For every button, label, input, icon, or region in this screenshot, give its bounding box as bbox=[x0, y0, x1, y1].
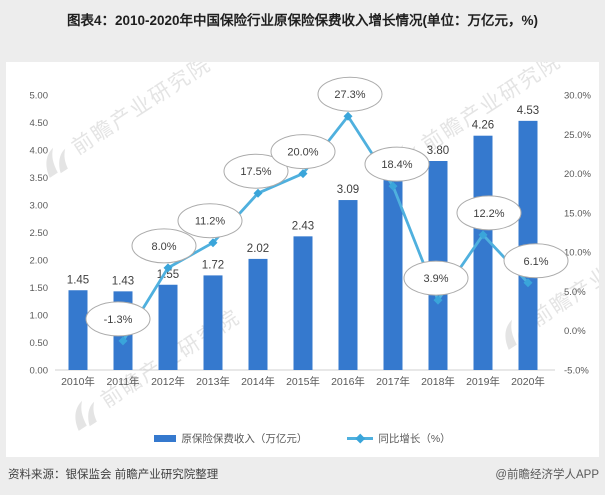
bar-column bbox=[293, 236, 313, 370]
bar-value-label: 1.72 bbox=[202, 259, 224, 271]
x-axis-label: 2020年 bbox=[511, 375, 545, 388]
line-marker-icon bbox=[433, 295, 443, 305]
callout-label: 12.2% bbox=[473, 208, 504, 220]
right-axis-tick: 30.0% bbox=[564, 91, 591, 102]
x-axis-label: 2011年 bbox=[106, 375, 139, 388]
legend-line-swatch-icon bbox=[347, 433, 374, 443]
callout-ellipse bbox=[364, 146, 430, 182]
right-axis-tick: 0.0% bbox=[564, 326, 586, 337]
line-marker-icon bbox=[208, 238, 218, 248]
bar-value-label: 3.80 bbox=[427, 145, 449, 157]
callout-label: 27.3% bbox=[334, 89, 365, 101]
line-marker-icon bbox=[253, 188, 263, 198]
bar-value-label: 2.43 bbox=[292, 220, 314, 232]
legend-label: 同比增长（%） bbox=[378, 433, 451, 445]
chart-panel: 前瞻产业研究院 前瞻产业研究院 前瞻产业研究院 前瞻产业研究院 0.000.50… bbox=[6, 62, 599, 457]
bar-column bbox=[158, 284, 178, 370]
bar-column bbox=[203, 275, 223, 370]
right-axis-tick: 15.0% bbox=[564, 208, 591, 219]
footer-bar: 资料来源：银保监会 前瞻产业研究院整理 @前瞻经济学人APP bbox=[0, 457, 605, 495]
callout-ellipse bbox=[131, 228, 197, 264]
x-axis-label: 2017年 bbox=[376, 375, 410, 388]
bar-value-label: 1.45 bbox=[67, 274, 89, 286]
right-axis-tick: 5.0% bbox=[564, 287, 586, 298]
line-marker-icon bbox=[118, 336, 128, 346]
x-axis-label: 2016年 bbox=[331, 375, 365, 388]
callout-label: 11.2% bbox=[195, 216, 226, 228]
bar-value-label: 4.53 bbox=[517, 105, 539, 117]
legend-label: 原保险保费收入（万亿元） bbox=[181, 433, 308, 445]
left-axis-tick: 5.00 bbox=[30, 91, 49, 102]
callout-ellipse bbox=[270, 134, 336, 170]
line-marker-icon bbox=[298, 169, 308, 179]
right-axis-tick: -5.0% bbox=[564, 366, 589, 377]
callout-label: 6.1% bbox=[523, 256, 548, 268]
legend-item-yoy-growth: 同比增长（%） bbox=[347, 431, 451, 446]
chart-title: 图表4：2010-2020年中国保险行业原保险保费收入增长情况(单位：万亿元，%… bbox=[66, 13, 539, 28]
right-axis-tick: 10.0% bbox=[564, 248, 591, 259]
left-axis-tick: 0.00 bbox=[30, 366, 49, 377]
line-marker-icon bbox=[163, 263, 173, 273]
left-axis-tick: 2.00 bbox=[30, 256, 49, 267]
callout-ellipse bbox=[456, 195, 522, 231]
left-axis-tick: 1.00 bbox=[30, 311, 49, 322]
bar-column bbox=[383, 168, 403, 370]
callout-ellipse bbox=[223, 153, 289, 189]
left-axis-tick: 4.00 bbox=[30, 146, 49, 157]
x-axis-label: 2019年 bbox=[466, 375, 500, 388]
line-marker-icon bbox=[478, 230, 488, 240]
callout-label: 3.9% bbox=[423, 273, 448, 285]
x-axis-label: 2012年 bbox=[151, 375, 185, 388]
callout-ellipse bbox=[403, 260, 469, 296]
callout-label: 18.4% bbox=[381, 159, 412, 171]
data-source-text: 资料来源：银保监会 前瞻产业研究院整理 bbox=[8, 469, 219, 481]
right-axis-tick: 20.0% bbox=[564, 169, 591, 180]
left-axis-tick: 4.50 bbox=[30, 118, 49, 129]
x-axis-label: 2013年 bbox=[196, 375, 230, 388]
bar-column bbox=[338, 200, 358, 370]
callout-label: 8.0% bbox=[151, 241, 176, 253]
left-axis-tick: 0.50 bbox=[30, 338, 49, 349]
x-axis-label: 2015年 bbox=[286, 375, 320, 388]
callout-ellipse bbox=[317, 76, 383, 112]
callout-ellipse bbox=[85, 301, 151, 337]
line-marker-icon bbox=[388, 181, 398, 191]
line-marker-icon bbox=[343, 111, 353, 121]
left-axis-tick: 3.00 bbox=[30, 201, 49, 212]
bar-value-label: 2.02 bbox=[247, 243, 269, 255]
chart-legend: 原保险保费收入（万亿元） 同比增长（%） bbox=[6, 431, 599, 446]
legend-bar-swatch-icon bbox=[154, 435, 177, 442]
bar-column bbox=[68, 290, 88, 370]
legend-item-premium-income: 原保险保费收入（万亿元） bbox=[154, 431, 307, 446]
chart-canvas: 0.00 0.50 1.00 1.50 2.00 2.50 3.00 3.50 4.00 4.50… bbox=[30, 76, 591, 388]
x-axis-label: 2018年 bbox=[421, 375, 455, 388]
bar-column bbox=[473, 135, 493, 370]
brand-credit-text: @前瞻经济学人APP bbox=[495, 469, 599, 481]
bar-value-label: 1.43 bbox=[112, 275, 134, 287]
left-axis-tick: 3.50 bbox=[30, 173, 49, 184]
left-axis-tick: 1.50 bbox=[30, 283, 49, 294]
left-axis-tick: 2.50 bbox=[30, 228, 49, 239]
bar-value-label: 3.09 bbox=[337, 184, 359, 196]
bar-column bbox=[248, 258, 268, 370]
bar-value-label: 4.26 bbox=[472, 120, 494, 132]
x-axis-label: 2014年 bbox=[241, 375, 275, 388]
callout-ellipse bbox=[503, 243, 569, 279]
callout-label: 17.5% bbox=[240, 166, 271, 178]
callout-ellipse bbox=[177, 203, 243, 239]
x-axis-label: 2010年 bbox=[61, 375, 95, 388]
callout-label: -1.3% bbox=[104, 314, 133, 326]
right-axis-tick: 25.0% bbox=[564, 130, 591, 141]
line-marker-icon bbox=[523, 278, 533, 288]
callout-label: 20.0% bbox=[287, 147, 318, 159]
